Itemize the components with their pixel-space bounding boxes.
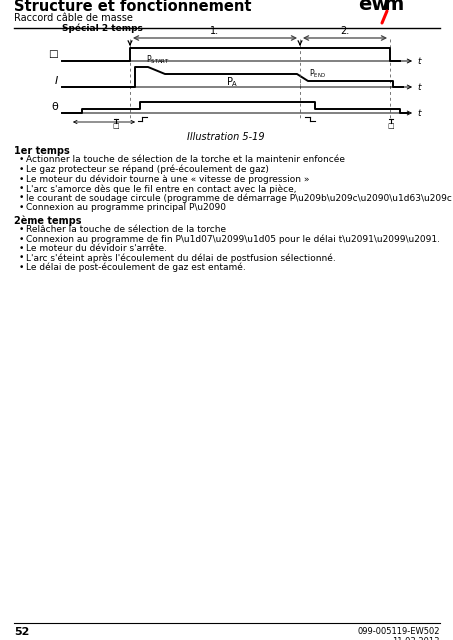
- Text: •: •: [19, 165, 24, 174]
- Text: 1.: 1.: [211, 26, 220, 36]
- Text: θ: θ: [51, 102, 58, 113]
- Text: •: •: [19, 203, 24, 212]
- Text: •: •: [19, 193, 24, 202]
- Text: •: •: [19, 253, 24, 262]
- Text: t: t: [417, 56, 420, 65]
- Text: Le délai de post-écoulement de gaz est entamé.: Le délai de post-écoulement de gaz est e…: [26, 263, 246, 273]
- Text: L'arc s'amorce dès que le fil entre en contact avec la pièce,: L'arc s'amorce dès que le fil entre en c…: [26, 184, 297, 193]
- Text: □: □: [113, 123, 119, 129]
- Text: Structure et fonctionnement: Structure et fonctionnement: [14, 0, 251, 14]
- Text: Spécial 2 temps: Spécial 2 temps: [62, 24, 143, 33]
- Text: •: •: [19, 244, 24, 253]
- Text: 52: 52: [14, 627, 29, 637]
- Text: □: □: [388, 123, 394, 129]
- Text: le courant de soudage circule (programme de démarrage P\u209b\u209c\u2090\u1d63\: le courant de soudage circule (programme…: [26, 193, 453, 203]
- Text: Relâcher la touche de sélection de la torche: Relâcher la touche de sélection de la to…: [26, 225, 226, 234]
- Text: •: •: [19, 184, 24, 193]
- Text: ew: ew: [358, 0, 390, 14]
- Text: Le gaz protecteur se répand (pré-écoulement de gaz): Le gaz protecteur se répand (pré-écoulem…: [26, 165, 269, 175]
- Text: P$_{\mathsf{A}}$: P$_{\mathsf{A}}$: [226, 75, 239, 89]
- Text: •: •: [19, 156, 24, 164]
- Text: P$_{\mathsf{START}}$: P$_{\mathsf{START}}$: [146, 53, 170, 65]
- Text: t: t: [417, 109, 420, 118]
- Text: t: t: [417, 83, 420, 92]
- Text: •: •: [19, 225, 24, 234]
- Text: m: m: [383, 0, 403, 14]
- Text: 2.: 2.: [340, 26, 350, 36]
- Text: •: •: [19, 263, 24, 272]
- Text: Le moteur du dévidoir tourne à une « vitesse de progression »: Le moteur du dévidoir tourne à une « vit…: [26, 175, 309, 184]
- Text: Actionner la touche de sélection de la torche et la maintenir enfoncée: Actionner la touche de sélection de la t…: [26, 156, 345, 164]
- Text: Connexion au programme principal P\u2090: Connexion au programme principal P\u2090: [26, 203, 226, 212]
- Text: Connexion au programme de fin P\u1d07\u2099\u1d05 pour le délai t\u2091\u2099\u2: Connexion au programme de fin P\u1d07\u2…: [26, 234, 440, 244]
- Text: P$_{\mathsf{END}}$: P$_{\mathsf{END}}$: [309, 67, 327, 79]
- Text: •: •: [19, 175, 24, 184]
- Text: 2ème temps: 2ème temps: [14, 216, 82, 226]
- Text: Illustration 5-19: Illustration 5-19: [187, 132, 265, 142]
- Text: 099-005119-EW502
11.03.2013: 099-005119-EW502 11.03.2013: [357, 627, 440, 640]
- Text: •: •: [19, 234, 24, 243]
- Text: Raccord câble de masse: Raccord câble de masse: [14, 13, 133, 23]
- Text: 1er temps: 1er temps: [14, 146, 70, 156]
- Text: □: □: [48, 49, 58, 60]
- Text: Le moteur du dévidoir s'arrête.: Le moteur du dévidoir s'arrête.: [26, 244, 167, 253]
- Text: I: I: [55, 76, 58, 86]
- Text: L'arc s'éteint après l'écoulement du délai de postfusion sélectionné.: L'arc s'éteint après l'écoulement du dél…: [26, 253, 336, 263]
